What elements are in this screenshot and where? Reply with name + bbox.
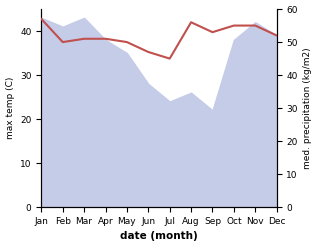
X-axis label: date (month): date (month) [120,231,198,242]
Y-axis label: max temp (C): max temp (C) [5,77,15,139]
Y-axis label: med. precipitation (kg/m2): med. precipitation (kg/m2) [303,47,313,169]
